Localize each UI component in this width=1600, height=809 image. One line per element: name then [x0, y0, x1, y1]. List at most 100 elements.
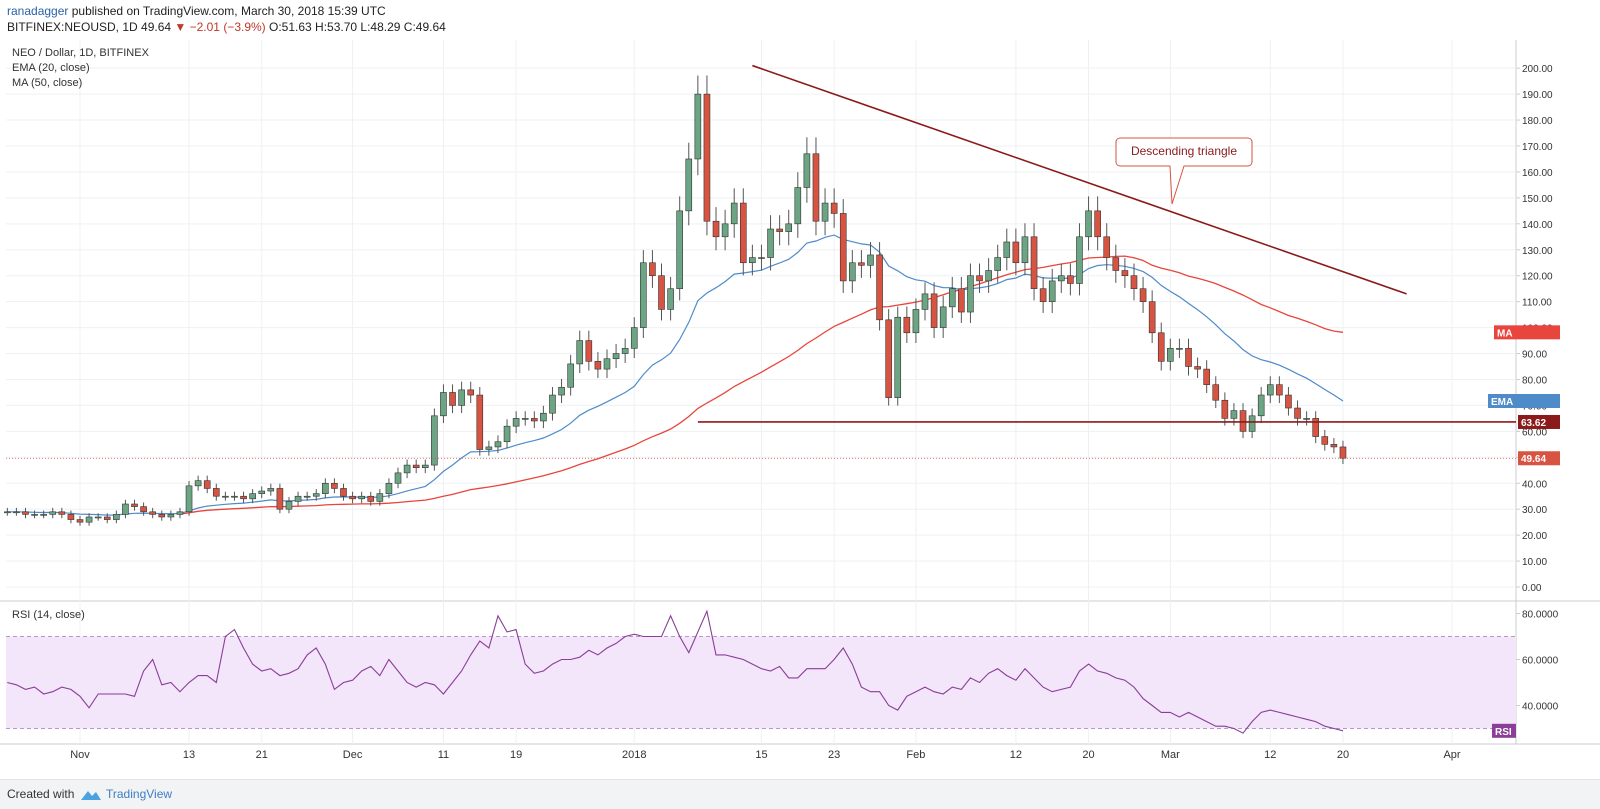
author-link[interactable]: ranadagger: [7, 4, 69, 18]
candle[interactable]: [721, 209, 729, 251]
candle[interactable]: [331, 478, 338, 494]
candle[interactable]: [67, 510, 75, 524]
candle[interactable]: [1067, 263, 1074, 296]
candle[interactable]: [939, 295, 947, 338]
candle[interactable]: [158, 510, 166, 521]
candle[interactable]: [594, 352, 602, 379]
candle[interactable]: [685, 142, 693, 226]
candle[interactable]: [994, 244, 1001, 283]
candle[interactable]: [758, 244, 765, 271]
candle[interactable]: [531, 411, 538, 429]
candle[interactable]: [403, 459, 411, 479]
candle[interactable]: [1212, 376, 1220, 409]
candle[interactable]: [322, 478, 329, 499]
candle[interactable]: [1039, 276, 1047, 313]
candle[interactable]: [1003, 228, 1011, 271]
candle[interactable]: [1085, 196, 1092, 251]
candle[interactable]: [412, 459, 420, 474]
candle[interactable]: [140, 502, 147, 516]
candle[interactable]: [1285, 387, 1292, 416]
candle[interactable]: [794, 172, 802, 238]
candle[interactable]: [1121, 258, 1129, 288]
candle[interactable]: [240, 491, 247, 504]
candle[interactable]: [1030, 223, 1038, 301]
candle[interactable]: [558, 378, 565, 404]
candle[interactable]: [885, 309, 892, 406]
candle[interactable]: [921, 282, 929, 321]
candle[interactable]: [712, 207, 720, 251]
candle[interactable]: [549, 387, 556, 421]
candle[interactable]: [1194, 357, 1201, 379]
candle[interactable]: [894, 306, 902, 406]
candle[interactable]: [1048, 268, 1056, 313]
candle[interactable]: [803, 137, 811, 203]
candle[interactable]: [467, 381, 475, 404]
candle[interactable]: [1176, 338, 1183, 358]
candle[interactable]: [658, 263, 665, 321]
candle[interactable]: [113, 510, 120, 524]
candle[interactable]: [349, 491, 356, 504]
candle[interactable]: [94, 513, 102, 521]
candle[interactable]: [431, 408, 438, 471]
candle[interactable]: [103, 513, 111, 524]
candle[interactable]: [40, 510, 47, 519]
candle[interactable]: [958, 276, 965, 323]
candle[interactable]: [1203, 360, 1210, 394]
candle[interactable]: [630, 317, 638, 358]
candle[interactable]: [849, 250, 856, 293]
candle[interactable]: [1130, 263, 1138, 301]
candle[interactable]: [1076, 223, 1083, 296]
candle[interactable]: [649, 250, 656, 288]
candle[interactable]: [458, 381, 465, 414]
candle[interactable]: [1185, 338, 1192, 376]
candle[interactable]: [394, 467, 402, 489]
candle[interactable]: [1276, 376, 1283, 404]
candle[interactable]: [694, 75, 702, 176]
candle[interactable]: [821, 188, 829, 236]
candle[interactable]: [739, 188, 747, 276]
candle[interactable]: [540, 405, 547, 429]
candle[interactable]: [149, 507, 156, 519]
candle[interactable]: [1012, 228, 1020, 276]
candle[interactable]: [1103, 223, 1111, 271]
candle[interactable]: [312, 489, 320, 501]
candle[interactable]: [976, 263, 983, 293]
candle[interactable]: [340, 483, 347, 501]
candle[interactable]: [576, 330, 584, 374]
candle[interactable]: [1167, 338, 1174, 371]
candle[interactable]: [1021, 223, 1029, 276]
candle[interactable]: [76, 515, 84, 526]
candle[interactable]: [703, 75, 711, 236]
candle[interactable]: [1339, 440, 1347, 465]
candle[interactable]: [839, 199, 847, 293]
candle[interactable]: [249, 489, 256, 504]
candle[interactable]: [730, 188, 738, 238]
candle[interactable]: [449, 384, 456, 414]
candle[interactable]: [930, 282, 938, 338]
candle[interactable]: [1312, 411, 1320, 444]
candle[interactable]: [1257, 387, 1265, 424]
candle[interactable]: [521, 411, 529, 426]
candle[interactable]: [585, 330, 593, 371]
candle[interactable]: [776, 215, 783, 246]
candle[interactable]: [122, 499, 129, 519]
candle[interactable]: [812, 137, 820, 236]
candle[interactable]: [185, 481, 193, 516]
candle[interactable]: [31, 510, 38, 519]
tradingview-brand[interactable]: TradingView: [106, 787, 173, 801]
candle[interactable]: [1094, 196, 1101, 251]
candle[interactable]: [830, 188, 838, 228]
candle[interactable]: [276, 483, 284, 514]
candle[interactable]: [503, 419, 511, 449]
candle[interactable]: [13, 507, 20, 516]
candle[interactable]: [1330, 438, 1338, 454]
candle[interactable]: [676, 196, 683, 301]
candle[interactable]: [1148, 290, 1156, 343]
price-chart[interactable]: 200.00190.00180.00170.00160.00150.00140.…: [0, 40, 1600, 779]
descending-trendline[interactable]: [752, 64, 1407, 295]
candle[interactable]: [567, 354, 574, 396]
candle[interactable]: [258, 486, 266, 499]
candle[interactable]: [1248, 408, 1256, 439]
candle[interactable]: [612, 344, 620, 369]
candle[interactable]: [1321, 429, 1329, 451]
